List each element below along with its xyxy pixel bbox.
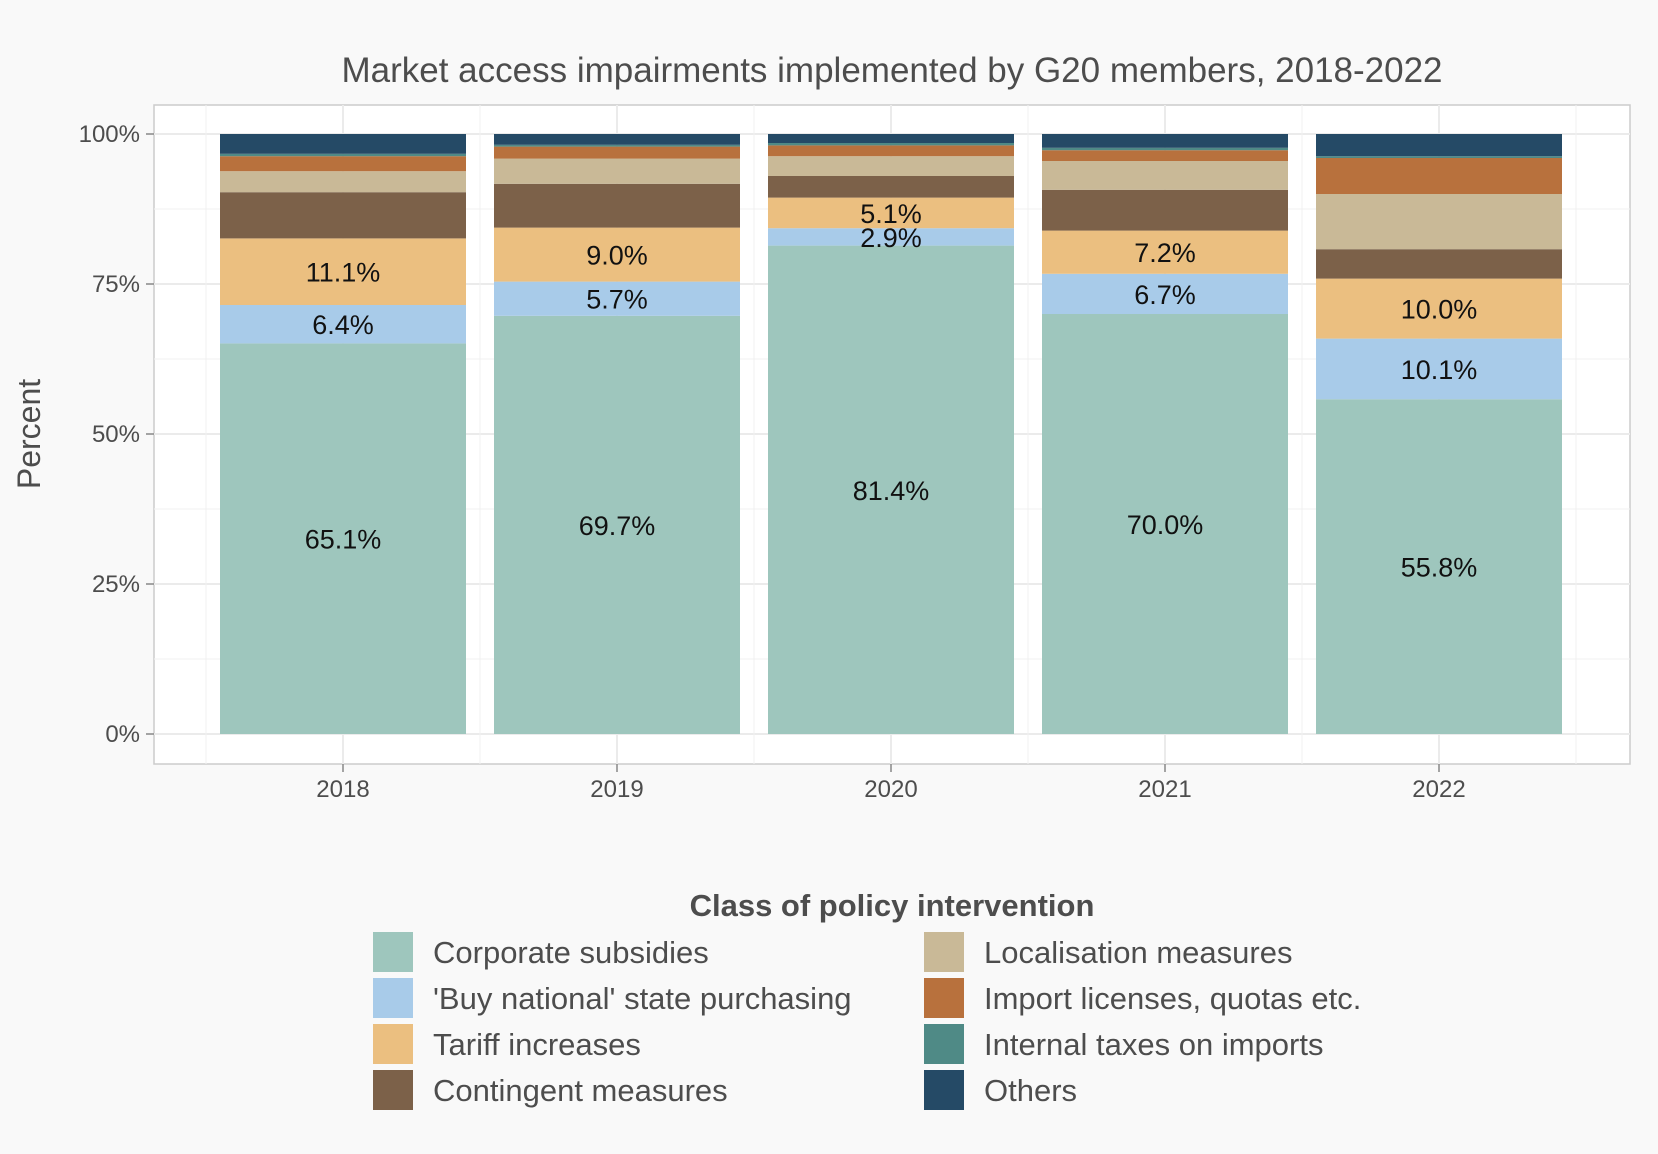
bar-segment	[220, 153, 466, 157]
bar-segment	[768, 228, 1014, 246]
bar-segment	[1042, 150, 1288, 161]
legend-label: 'Buy national' state purchasing	[433, 981, 852, 1016]
bar-segment	[494, 144, 740, 147]
bar-segment	[768, 134, 1014, 143]
bar-segment	[768, 245, 1014, 734]
y-tick-label: 100%	[79, 121, 140, 148]
y-axis-title: Percent	[11, 379, 47, 489]
data-label: 5.7%	[586, 285, 648, 315]
data-label: 6.4%	[312, 310, 374, 340]
legend-label: Contingent measures	[433, 1073, 728, 1108]
legend-swatch	[373, 932, 413, 972]
bar-segment	[768, 143, 1014, 146]
legend: Corporate subsidies 'Buy national' state …	[373, 932, 1361, 1110]
data-label: 69.7%	[579, 511, 656, 541]
legend-swatch	[373, 1024, 413, 1064]
data-label: 5.1%	[860, 199, 922, 229]
legend-label: Tariff increases	[433, 1027, 641, 1062]
bar-segment	[494, 227, 740, 282]
data-label: 2.9%	[860, 223, 922, 253]
bar-segment	[768, 145, 1014, 157]
x-tick-label: 2021	[1138, 776, 1191, 803]
bar-segment	[1042, 161, 1288, 190]
bar-segment	[494, 183, 740, 228]
legend-swatch	[924, 1070, 964, 1110]
x-tick-label: 2022	[1412, 776, 1465, 803]
y-tick-label: 50%	[92, 421, 140, 448]
bar-segment	[220, 171, 466, 193]
data-label: 70.0%	[1127, 510, 1204, 540]
bar-segment	[768, 197, 1014, 229]
bar-segment	[1316, 158, 1562, 194]
x-axis: 2018 2019 2020 2021 2022	[316, 764, 1466, 803]
bar-segment	[220, 238, 466, 305]
bar-segment	[1316, 156, 1562, 158]
bar-segment	[768, 176, 1014, 198]
legend-label: Import licenses, quotas etc.	[984, 981, 1361, 1016]
y-tick-label: 75%	[92, 271, 140, 298]
bar-segment	[1042, 134, 1288, 148]
data-label: 9.0%	[586, 241, 648, 271]
bar-segment	[1042, 273, 1288, 314]
legend-swatch	[373, 1070, 413, 1110]
bar-segment	[1042, 230, 1288, 274]
bar-segment	[1316, 194, 1562, 250]
data-label: 10.0%	[1401, 295, 1478, 325]
bar-segment	[220, 305, 466, 344]
y-tick-label: 0%	[105, 721, 140, 748]
bar-segment	[1042, 147, 1288, 151]
data-label: 81.4%	[853, 476, 930, 506]
data-label: 10.1%	[1401, 355, 1478, 385]
legend-label: Others	[984, 1073, 1077, 1108]
bar-segment	[220, 134, 466, 154]
bar-segment	[1316, 134, 1562, 157]
legend-label: Internal taxes on imports	[984, 1027, 1323, 1062]
legend-swatch	[373, 978, 413, 1018]
bar-segment	[220, 343, 466, 734]
bars	[220, 134, 1562, 734]
bar-segment	[494, 315, 740, 734]
legend-label: Localisation measures	[984, 935, 1292, 970]
y-tick-label: 25%	[92, 571, 140, 598]
bar-segment	[220, 192, 466, 239]
data-labels: 65.1% 6.4% 11.1% 69.7% 5.7% 9.0% 81.4% 2.9%5.1%…	[305, 199, 1478, 583]
bar-segment	[1316, 249, 1562, 279]
y-axis: 0% 25% 50% 75% 100%	[79, 121, 154, 748]
legend-swatch	[924, 932, 964, 972]
x-tick-label: 2018	[316, 776, 369, 803]
bar-segment	[1042, 189, 1288, 231]
legend-swatch	[924, 1024, 964, 1064]
legend-title: Class of policy intervention	[690, 888, 1095, 923]
chart-title: Market access impairments implemented by…	[341, 51, 1442, 90]
bar-segment	[768, 156, 1014, 176]
data-label: 6.7%	[1134, 280, 1196, 310]
bar-segment	[1316, 338, 1562, 400]
bar-segment	[494, 158, 740, 184]
data-label: 65.1%	[305, 525, 382, 555]
bar-segment	[1316, 399, 1562, 734]
x-tick-label: 2019	[590, 776, 643, 803]
data-label: 7.2%	[1134, 238, 1196, 268]
data-label: 55.8%	[1401, 553, 1478, 583]
legend-label: Corporate subsidies	[433, 935, 709, 970]
bar-segment	[220, 156, 466, 172]
bar-segment	[494, 134, 740, 145]
bar-segment	[1042, 314, 1288, 734]
legend-swatch	[924, 978, 964, 1018]
bar-segment	[494, 146, 740, 159]
bar-segment	[1316, 278, 1562, 339]
bar-segment	[494, 281, 740, 316]
data-label: 11.1%	[306, 258, 381, 288]
x-tick-label: 2020	[864, 776, 917, 803]
